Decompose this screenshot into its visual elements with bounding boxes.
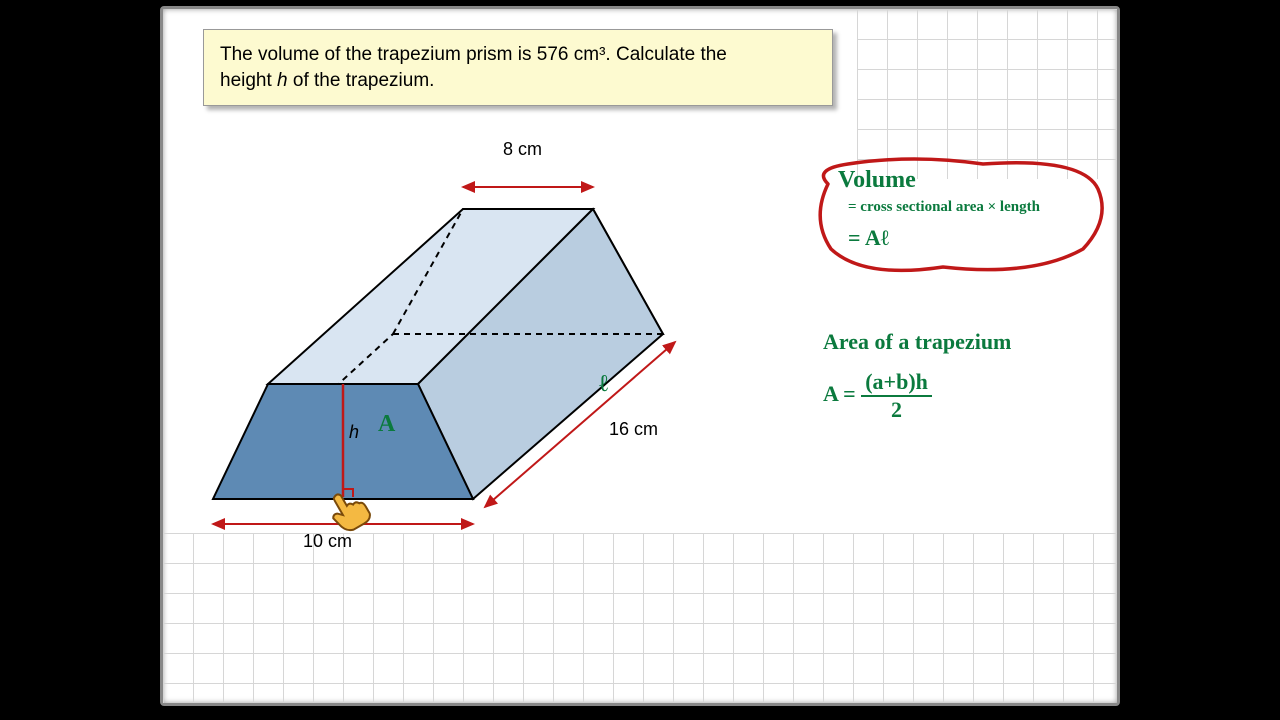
- label-A: A: [378, 411, 395, 438]
- question-line1: The volume of the trapezium prism is 576…: [220, 44, 727, 65]
- prism-diagram: 8 cm 10 cm 16 cm ℓ h A: [193, 119, 753, 539]
- label-top-width: 8 cm: [503, 139, 542, 160]
- label-length-symbol: ℓ: [599, 371, 608, 398]
- whiteboard: The volume of the trapezium prism is 576…: [160, 6, 1120, 706]
- question-line2-prefix: height: [220, 70, 277, 91]
- question-box: The volume of the trapezium prism is 576…: [203, 29, 833, 106]
- area-frac-top: (a+b)h: [861, 369, 932, 397]
- question-line2-suffix: of the trapezium.: [288, 70, 435, 91]
- label-length: 16 cm: [609, 419, 658, 440]
- question-var-h: h: [277, 70, 288, 91]
- diagram-svg: [193, 119, 753, 559]
- area-formula: Area of a trapezium A = (a+b)h 2: [823, 329, 1011, 433]
- area-title: Area of a trapezium: [823, 329, 1011, 355]
- label-h: h: [349, 422, 359, 443]
- volume-bubble: Volume = cross sectional area × length =…: [813, 159, 1113, 279]
- volume-eq2: = Aℓ: [848, 225, 889, 251]
- volume-eq1: = cross sectional area × length: [848, 199, 1040, 216]
- area-frac-bot: 2: [891, 397, 902, 422]
- volume-title: Volume: [838, 167, 916, 194]
- area-lhs: A =: [823, 381, 861, 406]
